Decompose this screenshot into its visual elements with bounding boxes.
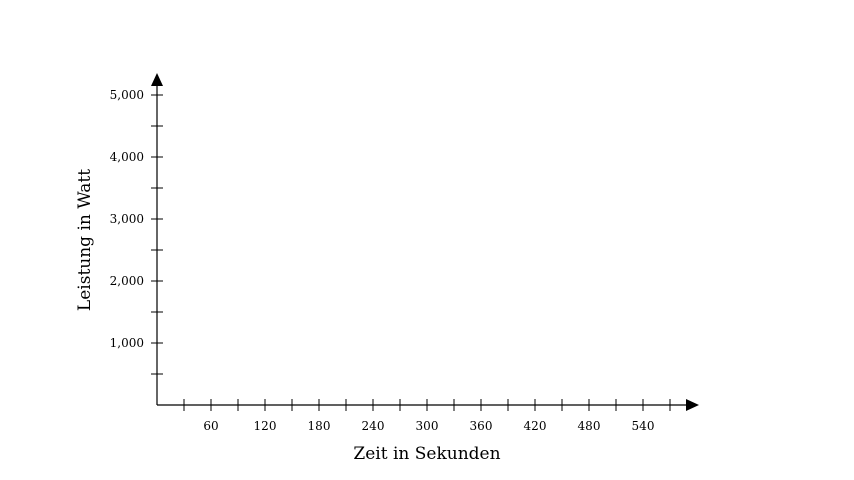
x-tick-label: 60 [203, 419, 218, 433]
x-ticks: 60 120 180 240 300 360 420 480 540 [183, 399, 671, 433]
x-tick-label: 540 [632, 419, 655, 433]
x-tick-label: 240 [362, 419, 385, 433]
x-tick-label: 360 [470, 419, 493, 433]
y-ticks: 1,000 2,000 3,000 4,000 5,000 [110, 88, 163, 375]
y-tick-label: 1,000 [110, 336, 144, 350]
y-tick-label: 3,000 [110, 212, 144, 226]
y-axis-label: Leistung in Watt [75, 169, 95, 311]
x-tick-label: 180 [308, 419, 331, 433]
y-axis-arrow [151, 73, 163, 86]
x-axis-label: Zeit in Sekunden [353, 444, 500, 464]
x-tick-label: 480 [578, 419, 601, 433]
y-tick-label: 4,000 [110, 150, 144, 164]
y-tick-label: 5,000 [110, 88, 144, 102]
x-tick-label: 120 [254, 419, 277, 433]
x-axis-arrow [686, 399, 699, 411]
x-tick-label: 420 [524, 419, 547, 433]
y-tick-label: 2,000 [110, 274, 144, 288]
x-tick-label: 300 [416, 419, 439, 433]
